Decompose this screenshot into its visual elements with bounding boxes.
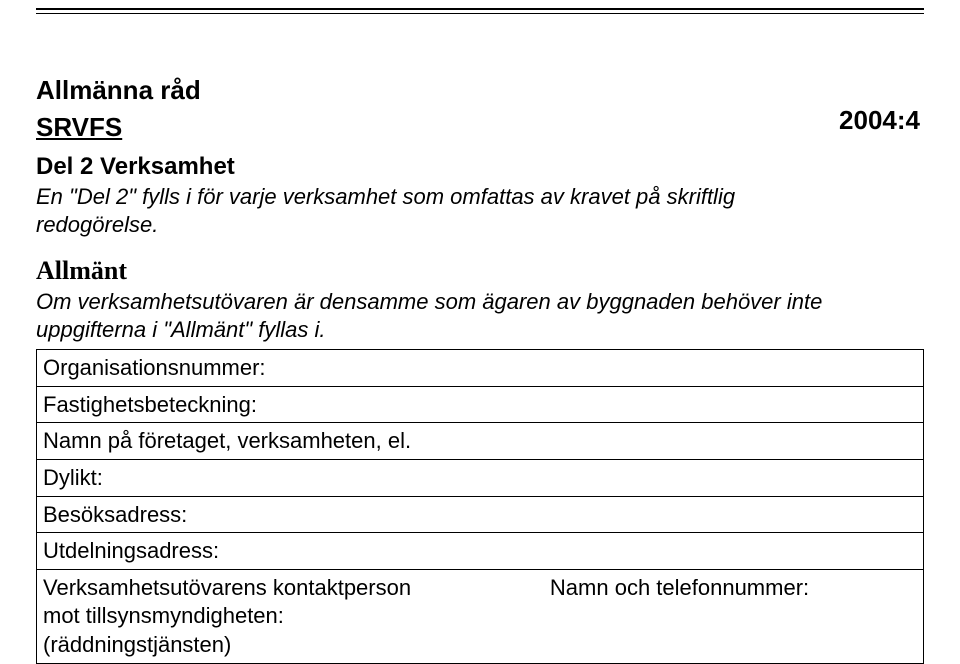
form-row-kontaktperson: Verksamhetsutövarens kontaktperson mot t… bbox=[37, 570, 923, 663]
allmant-note: Om verksamhetsutövaren är densamme som ä… bbox=[36, 288, 924, 343]
form-row-utdelningsadress: Utdelningsadress: bbox=[37, 533, 923, 570]
allmant-note-line-1: Om verksamhetsutövaren är densamme som ä… bbox=[36, 289, 822, 314]
form-row-besoksadress: Besöksadress: bbox=[37, 497, 923, 534]
section-heading: Del 2 Verksamhet bbox=[36, 153, 839, 181]
rule-line-2 bbox=[36, 13, 924, 14]
kontaktperson-line-3: (räddningstjänsten) bbox=[43, 632, 231, 657]
allmant-note-line-2: uppgifterna i "Allmänt" fyllas i. bbox=[36, 317, 326, 342]
title-line-2: SRVFS bbox=[36, 112, 839, 143]
content-area: Allmänna råd SRVFS Del 2 Verksamhet En "… bbox=[36, 75, 924, 664]
title-line-1: Allmänna råd bbox=[36, 75, 839, 106]
rule-line-1 bbox=[36, 8, 924, 10]
form-row-kontaktperson-right: Namn och telefonnummer: bbox=[550, 574, 917, 660]
form-row-organisationsnummer: Organisationsnummer: bbox=[37, 350, 923, 387]
form-row-fastighetsbeteckning: Fastighetsbeteckning: bbox=[37, 387, 923, 424]
top-rule-lines bbox=[36, 8, 924, 14]
form-row-namn-foretag: Namn på företaget, verksamheten, el. bbox=[37, 423, 923, 460]
page: Allmänna råd SRVFS Del 2 Verksamhet En "… bbox=[0, 0, 960, 601]
form-box: Organisationsnummer: Fastighetsbetecknin… bbox=[36, 349, 924, 663]
kontaktperson-line-1: Verksamhetsutövarens kontaktperson bbox=[43, 575, 411, 600]
form-row-kontaktperson-left: Verksamhetsutövarens kontaktperson mot t… bbox=[43, 574, 550, 660]
allmant-heading: Allmänt bbox=[36, 256, 924, 286]
form-row-dylikt: Dylikt: bbox=[37, 460, 923, 497]
header-row: Allmänna råd SRVFS Del 2 Verksamhet En "… bbox=[36, 75, 924, 256]
section-instruction: En "Del 2" fylls i för varje verksamhet … bbox=[36, 183, 839, 238]
year-badge: 2004:4 bbox=[839, 105, 920, 136]
header-left: Allmänna råd SRVFS Del 2 Verksamhet En "… bbox=[36, 75, 839, 256]
kontaktperson-line-2: mot tillsynsmyndigheten: bbox=[43, 603, 284, 628]
